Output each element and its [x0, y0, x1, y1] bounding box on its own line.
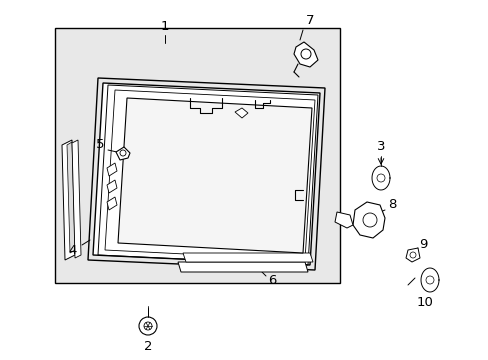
- Circle shape: [409, 252, 415, 258]
- Polygon shape: [67, 142, 75, 253]
- Polygon shape: [235, 108, 247, 118]
- Polygon shape: [118, 98, 311, 253]
- Text: 3: 3: [376, 140, 385, 153]
- Polygon shape: [405, 248, 419, 262]
- Polygon shape: [420, 268, 438, 292]
- Circle shape: [376, 174, 384, 182]
- Text: 10: 10: [416, 296, 432, 309]
- Polygon shape: [62, 140, 75, 260]
- Text: 2: 2: [143, 341, 152, 354]
- Circle shape: [362, 213, 376, 227]
- Circle shape: [301, 49, 310, 59]
- Text: 8: 8: [387, 198, 395, 211]
- Polygon shape: [334, 212, 352, 228]
- Polygon shape: [293, 42, 317, 67]
- Circle shape: [425, 276, 433, 284]
- Circle shape: [139, 317, 157, 335]
- Text: 5: 5: [96, 138, 104, 150]
- Polygon shape: [183, 253, 312, 262]
- Text: 4: 4: [69, 243, 77, 256]
- Text: 1: 1: [161, 21, 169, 33]
- Text: 7: 7: [305, 13, 314, 27]
- Circle shape: [143, 322, 152, 330]
- Bar: [55, 28, 339, 283]
- Polygon shape: [116, 147, 130, 160]
- Polygon shape: [352, 202, 384, 238]
- Polygon shape: [371, 166, 389, 190]
- Polygon shape: [107, 197, 117, 210]
- Polygon shape: [178, 262, 307, 272]
- Circle shape: [120, 150, 126, 156]
- Polygon shape: [93, 83, 319, 265]
- Polygon shape: [107, 163, 117, 176]
- Text: 9: 9: [418, 238, 427, 251]
- Polygon shape: [72, 140, 81, 258]
- Polygon shape: [107, 180, 117, 193]
- Text: 6: 6: [267, 274, 276, 287]
